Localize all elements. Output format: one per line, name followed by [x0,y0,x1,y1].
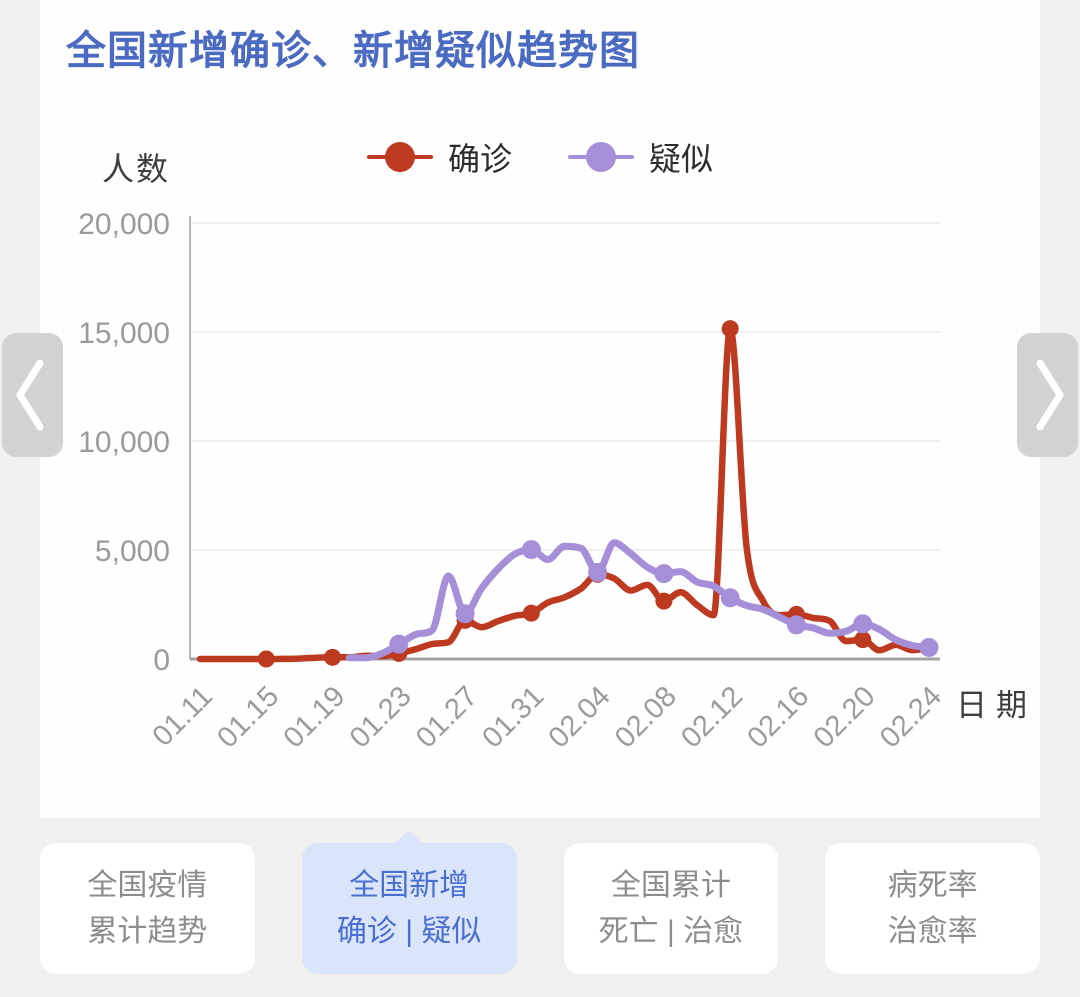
x-axis-title: 日期 [956,688,1036,723]
tab-national-cumulative-trend[interactable]: 全国疫情 累计趋势 [40,843,255,974]
svg-text:01.19: 01.19 [278,680,352,754]
svg-text:01.11: 01.11 [147,680,219,752]
next-chart-button[interactable] [1017,333,1078,457]
svg-text:0: 0 [153,644,170,677]
page-title: 全国新增确诊、新增疑似趋势图 [66,29,640,73]
prev-chart-button[interactable] [2,333,63,457]
svg-text:10,000: 10,000 [78,426,170,459]
chevron-right-icon [1036,359,1064,431]
svg-text:02.12: 02.12 [675,680,749,754]
svg-text:20,000: 20,000 [78,208,170,241]
svg-text:15,000: 15,000 [78,317,170,350]
legend-item-suspected[interactable]: 疑似 [568,134,713,180]
svg-text:5,000: 5,000 [95,535,170,568]
svg-text:02.08: 02.08 [609,680,683,754]
chart-legend: 确诊 疑似 [40,134,1040,180]
tab-national-new-confirmed-suspected[interactable]: 全国新增 确诊 | 疑似 [301,843,517,974]
svg-text:01.27: 01.27 [410,680,484,754]
legend-label-confirmed: 确诊 [447,141,512,177]
suspected-legend-marker-icon [568,141,634,173]
chart-tab-bar: 全国疫情 累计趋势 全国新增 确诊 | 疑似 全国累计 死亡 | 治愈 病死率 … [40,843,1040,974]
tab-national-cumulative-deaths-cured[interactable]: 全国累计 死亡 | 治愈 [563,843,779,974]
chevron-left-icon [16,359,44,431]
svg-text:02.04: 02.04 [543,680,617,754]
svg-text:01.15: 01.15 [211,680,285,754]
chart-card: 全国新增确诊、新增疑似趋势图 确诊 疑似 人数 0 5,000 10,000 15,0… [40,0,1040,818]
legend-item-confirmed[interactable]: 确诊 [366,134,512,180]
svg-text:02.20: 02.20 [808,680,882,754]
svg-text:01.31: 01.31 [476,680,550,754]
y-axis-title: 人数 [102,151,171,187]
svg-text:02.16: 02.16 [741,680,815,754]
new-cases-trend-chart[interactable]: 05,00010,00015,00020,00001.1101.1501.190… [40,190,1040,770]
svg-text:01.23: 01.23 [344,680,418,754]
legend-label-suspected: 疑似 [649,141,714,177]
confirmed-legend-marker-icon [366,141,433,173]
tab-fatality-cure-rate[interactable]: 病死率 治愈率 [825,843,1040,974]
svg-text:02.24: 02.24 [874,680,948,754]
